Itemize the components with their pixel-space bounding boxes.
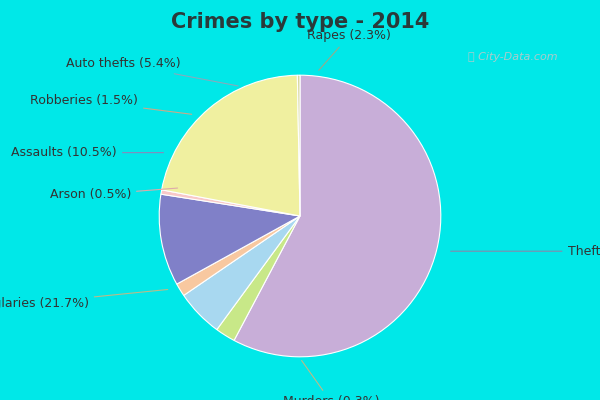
Text: Thefts (57.7%): Thefts (57.7%) (451, 245, 600, 258)
Text: Arson (0.5%): Arson (0.5%) (50, 188, 178, 201)
Wedge shape (161, 190, 300, 216)
Wedge shape (184, 216, 300, 330)
Text: Robberies (1.5%): Robberies (1.5%) (30, 94, 191, 114)
Text: Assaults (10.5%): Assaults (10.5%) (11, 146, 163, 159)
Wedge shape (159, 194, 300, 284)
Wedge shape (298, 75, 300, 216)
Text: Auto thefts (5.4%): Auto thefts (5.4%) (65, 58, 238, 86)
Text: Rapes (2.3%): Rapes (2.3%) (307, 29, 391, 70)
Wedge shape (217, 216, 300, 340)
Wedge shape (177, 216, 300, 295)
Wedge shape (161, 75, 300, 216)
Text: Burglaries (21.7%): Burglaries (21.7%) (0, 290, 167, 310)
Text: ⓘ City-Data.com: ⓘ City-Data.com (468, 52, 557, 62)
Text: Murders (0.3%): Murders (0.3%) (283, 360, 379, 400)
Wedge shape (234, 75, 441, 357)
Text: Crimes by type - 2014: Crimes by type - 2014 (171, 12, 429, 32)
